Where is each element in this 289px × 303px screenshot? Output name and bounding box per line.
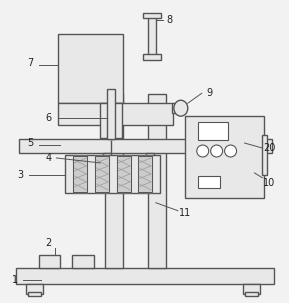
Text: 1: 1 xyxy=(12,275,18,285)
Text: 9: 9 xyxy=(207,88,213,98)
Bar xyxy=(58,34,123,103)
Text: 10: 10 xyxy=(263,178,275,188)
Bar xyxy=(100,103,122,138)
Bar xyxy=(148,94,166,268)
Text: 6: 6 xyxy=(45,113,51,123)
Bar xyxy=(185,116,264,198)
Text: 7: 7 xyxy=(27,58,34,68)
Bar xyxy=(146,153,154,173)
Ellipse shape xyxy=(174,100,188,116)
Bar xyxy=(103,153,111,173)
Polygon shape xyxy=(138,156,152,192)
Polygon shape xyxy=(73,156,87,192)
Circle shape xyxy=(197,145,209,157)
Bar xyxy=(58,103,173,125)
Polygon shape xyxy=(95,156,109,192)
Bar xyxy=(172,103,176,113)
Text: 2: 2 xyxy=(45,238,52,248)
Bar xyxy=(100,169,114,177)
Bar xyxy=(143,13,161,18)
Bar xyxy=(143,169,157,177)
Bar xyxy=(18,139,272,153)
Bar xyxy=(72,255,94,268)
Text: 3: 3 xyxy=(18,170,24,180)
Bar xyxy=(38,255,60,268)
Bar xyxy=(107,89,115,139)
Text: 8: 8 xyxy=(167,15,173,25)
Bar xyxy=(143,55,161,60)
Bar xyxy=(25,284,43,294)
Circle shape xyxy=(225,145,237,157)
Text: 5: 5 xyxy=(27,138,34,148)
Circle shape xyxy=(211,145,223,157)
Bar xyxy=(105,94,123,268)
Text: 20: 20 xyxy=(263,143,276,153)
Text: 4: 4 xyxy=(45,153,51,163)
Bar xyxy=(242,284,260,294)
Bar xyxy=(244,292,258,296)
Text: 11: 11 xyxy=(179,208,191,218)
Bar xyxy=(198,122,228,140)
Bar xyxy=(65,155,160,193)
Polygon shape xyxy=(117,156,131,192)
Bar xyxy=(198,176,220,188)
Bar xyxy=(16,268,274,284)
Bar xyxy=(27,292,42,296)
Bar xyxy=(148,17,156,56)
Bar xyxy=(262,135,267,175)
